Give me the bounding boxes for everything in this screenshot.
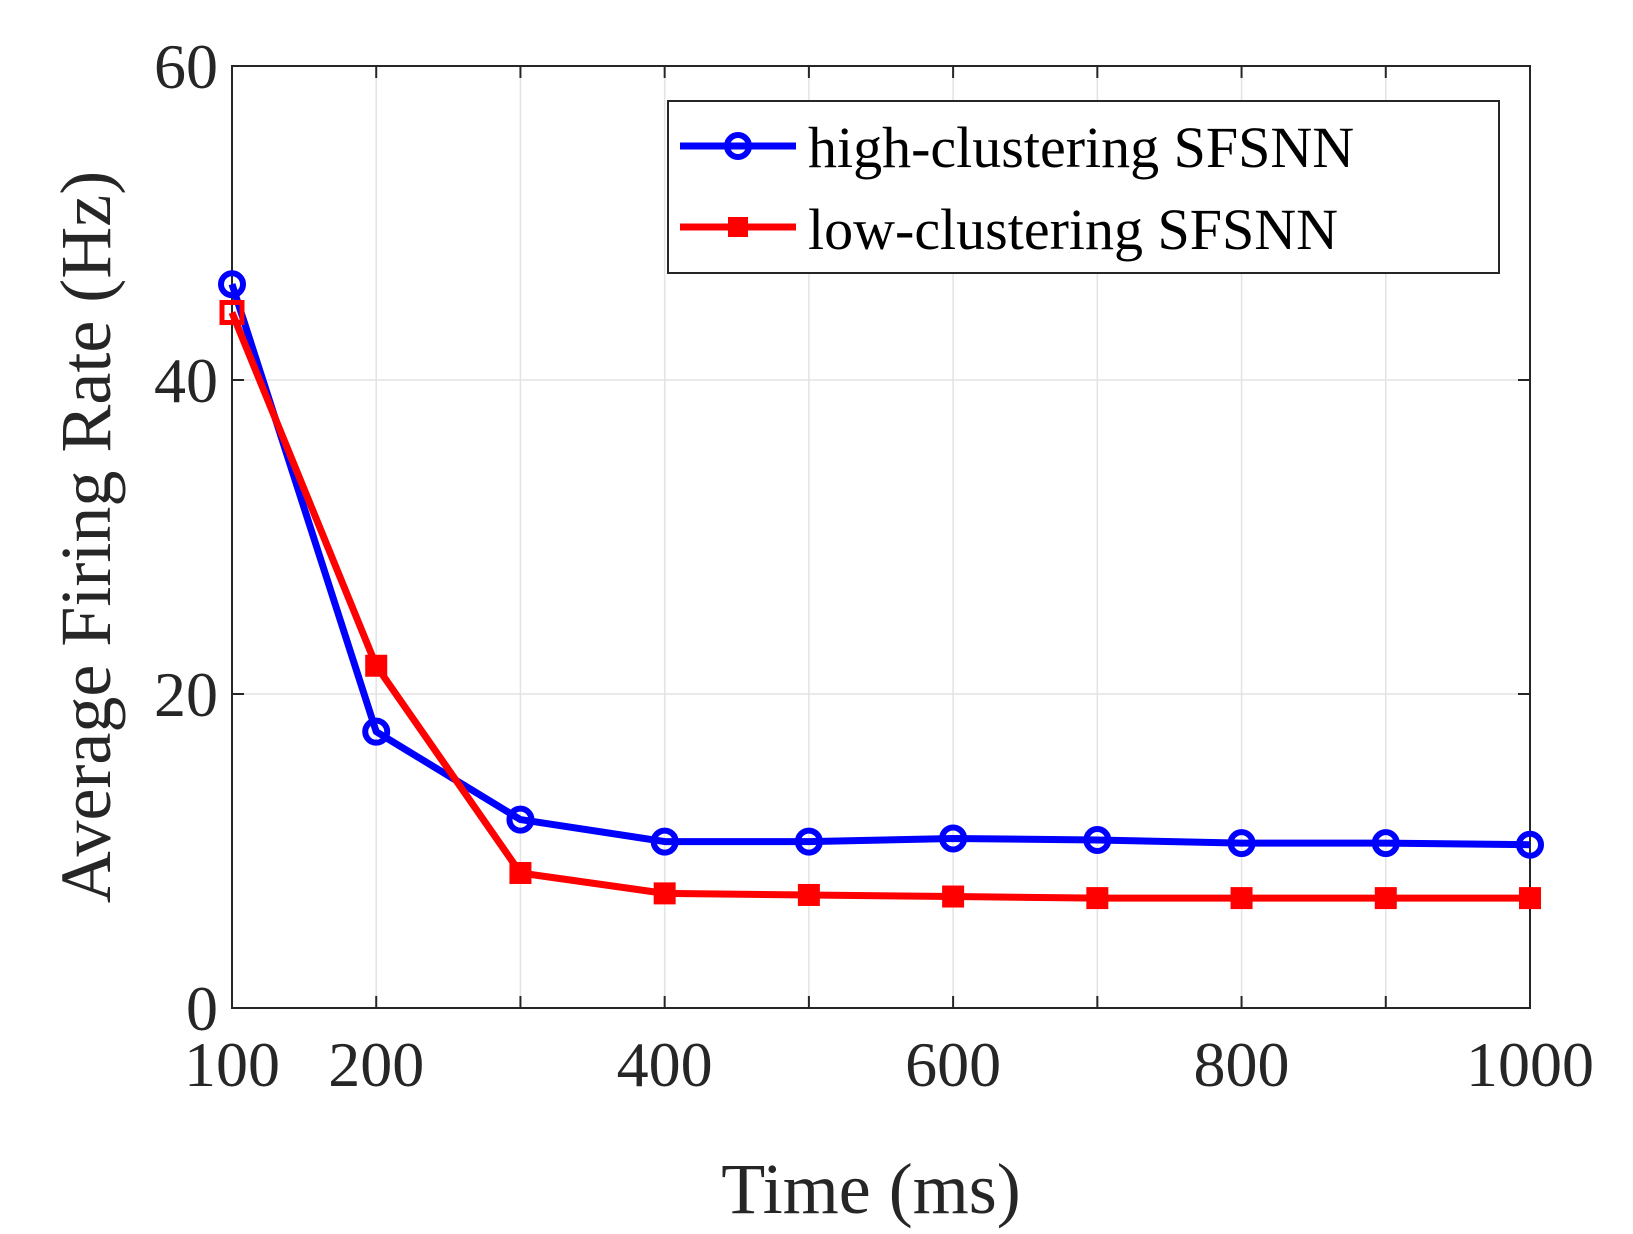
series-low-clustering: [219, 299, 1541, 910]
legend-label-high-clustering: high-clustering SFSNN: [808, 115, 1354, 180]
plot-frame: [231, 65, 1531, 1009]
legend-marker-square: [728, 217, 748, 237]
data-point-circle: [1516, 830, 1544, 859]
x-tick-label: 800: [1194, 1029, 1290, 1100]
x-tick-label: 600: [905, 1029, 1001, 1100]
data-point-square: [219, 299, 245, 325]
data-point-circle: [362, 717, 391, 746]
axis-ticks: 100 200 400 600 800 1000 0 20 40 60: [154, 31, 1594, 1100]
data-point-square: [942, 885, 965, 908]
x-axis-title: Time (ms): [721, 1149, 1020, 1229]
y-tick-label: 0: [186, 973, 218, 1044]
x-tick-label: 400: [617, 1029, 713, 1100]
x-tick-label: 200: [328, 1029, 424, 1100]
y-tick-label: 40: [154, 345, 218, 416]
data-point-circle: [939, 824, 968, 853]
data-point-square: [365, 654, 388, 677]
y-tick-label: 60: [154, 31, 218, 102]
x-tick-label: 1000: [1466, 1029, 1594, 1100]
series-layer: [218, 270, 1544, 910]
data-point-circle: [218, 270, 246, 299]
data-point-circle: [1083, 826, 1112, 855]
data-point-circle: [1371, 829, 1400, 858]
data-point-circle: [1227, 829, 1256, 858]
data-point-circle: [794, 827, 823, 856]
data-point-square: [1230, 887, 1253, 910]
y-axis-title: Average Firing Rate (Hz): [46, 171, 126, 903]
legend-box: [667, 100, 1500, 274]
data-point-square: [1519, 887, 1541, 910]
series-line: [228, 283, 1531, 849]
data-point-square: [1086, 887, 1109, 910]
series-line: [228, 311, 1530, 902]
series-high-clustering: [218, 270, 1544, 859]
x-tick-label: 100: [184, 1029, 280, 1100]
data-point-square: [1374, 887, 1397, 910]
data-point-square: [509, 861, 532, 884]
legend-label-low-clustering: low-clustering SFSNN: [808, 197, 1338, 262]
data-point-circle: [650, 827, 679, 856]
legend: high-clustering SFSNN low-clustering SFS…: [667, 100, 1500, 274]
data-point-square: [653, 882, 676, 905]
legend-marker-circle: [724, 132, 752, 160]
y-tick-label: 20: [154, 659, 218, 730]
data-point-circle: [506, 805, 535, 834]
data-point-square: [797, 883, 820, 906]
